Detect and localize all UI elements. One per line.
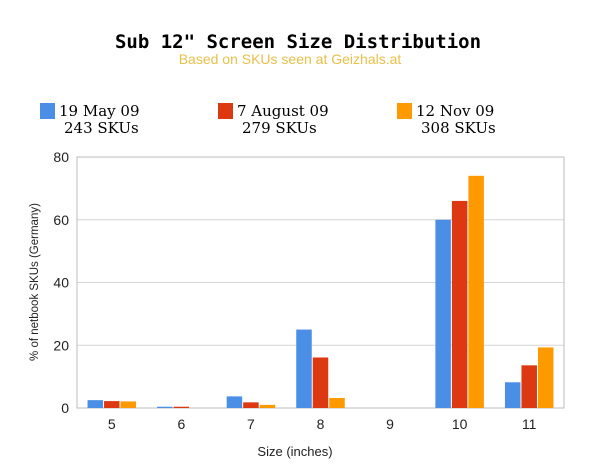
- x-tick-label: 6: [177, 416, 185, 432]
- legend-sku-count: 308 SKUs: [421, 119, 496, 137]
- bar: [451, 200, 468, 408]
- x-axis-ticks: 5 6 7 8 9 10 11: [108, 416, 537, 432]
- bar: [537, 347, 554, 408]
- legend-label: 12 Nov 09: [416, 102, 494, 120]
- y-tick-label: 60: [53, 212, 69, 228]
- y-axis-ticks: 0 20 40 60 80: [53, 149, 69, 416]
- chart-title: Sub 12" Screen Size Distribution: [115, 31, 481, 53]
- bar: [296, 329, 312, 408]
- y-axis-label: % of netbook SKUs (Germany): [29, 203, 41, 361]
- bar: [521, 365, 537, 408]
- bar: [504, 382, 521, 408]
- y-tick-label: 20: [53, 337, 69, 353]
- legend-sku-count: 279 SKUs: [242, 119, 317, 137]
- bar: [259, 404, 276, 408]
- y-tick-label: 40: [53, 275, 69, 291]
- bar: [87, 400, 104, 408]
- x-tick-label: 8: [317, 416, 325, 432]
- legend-swatch: [218, 103, 233, 119]
- bar: [468, 175, 484, 408]
- bars: [87, 175, 554, 408]
- x-axis-label: Size (inches): [257, 444, 332, 459]
- chart-subtitle: Based on SKUs seen at Geizhals.at: [179, 51, 402, 67]
- bar: [120, 401, 137, 408]
- legend-label: 7 August 09: [237, 102, 329, 120]
- x-tick-label: 7: [247, 416, 255, 432]
- bar: [312, 357, 329, 408]
- legend-swatch: [397, 103, 412, 119]
- legend-swatch: [40, 103, 55, 119]
- bar: [226, 396, 243, 408]
- y-tick-label: 80: [53, 149, 69, 165]
- x-tick-label: 5: [108, 416, 116, 432]
- bar: [157, 406, 173, 408]
- bar: [243, 402, 259, 408]
- bar: [329, 397, 345, 408]
- legend-sku-count: 243 SKUs: [64, 119, 139, 137]
- y-tick-label: 0: [61, 400, 69, 416]
- bar: [435, 219, 451, 408]
- x-tick-label: 9: [386, 416, 394, 432]
- legend-label: 19 May 09: [59, 102, 140, 120]
- bar: [173, 406, 190, 408]
- gridlines: [77, 219, 564, 346]
- x-tick-label: 11: [522, 416, 537, 432]
- bar: [104, 401, 120, 408]
- x-tick-label: 10: [452, 416, 468, 432]
